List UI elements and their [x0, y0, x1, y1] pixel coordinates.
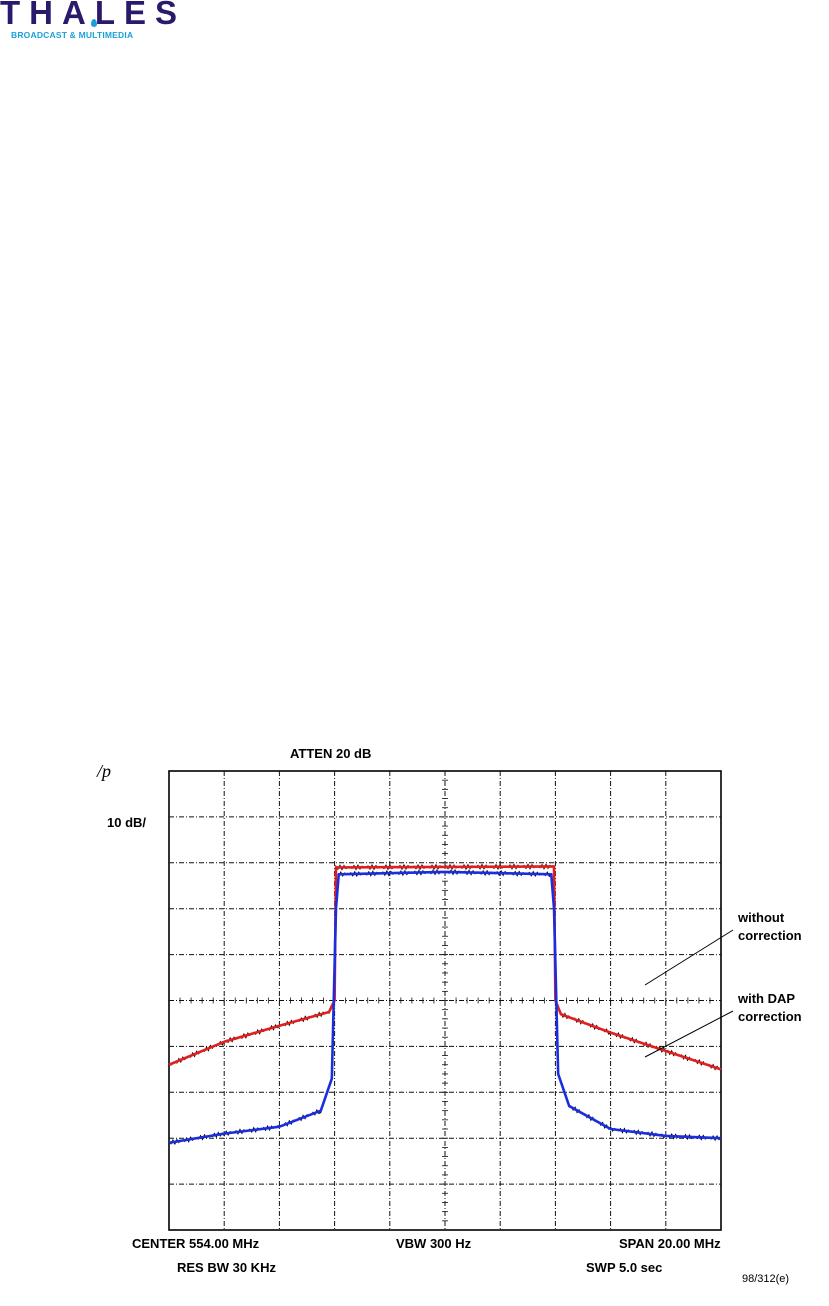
annotation-label: with DAP [737, 991, 795, 1006]
annotation-arrow [644, 929, 734, 986]
plot-grid [168, 770, 722, 1231]
trace-with-dap-correction [168, 870, 722, 1145]
logo-drop-icon [91, 19, 97, 27]
annotation-arrow [644, 1010, 734, 1058]
instrument-logo: /p [96, 761, 111, 781]
annotation-label: correction [738, 1009, 802, 1024]
res-bw-label: RES BW 30 KHz [177, 1260, 276, 1275]
figure-ref: 98/312(e) [742, 1273, 789, 1285]
logo-wordmark: THALES [0, 0, 186, 31]
center-label: CENTER 554.00 MHz [132, 1236, 260, 1251]
annotation-label: correction [738, 928, 802, 943]
swp-label: SWP 5.0 sec [586, 1260, 662, 1275]
scale-label: 10 dB/ [107, 815, 146, 830]
plot-annotations: without correction with DAP correction [644, 910, 802, 1058]
annotation-label: without [737, 910, 785, 925]
span-label: SPAN 20.00 MHz [619, 1236, 721, 1251]
plot-series [168, 863, 722, 1146]
atten-label: ATTEN 20 dB [290, 746, 371, 761]
trace-without-correction [168, 865, 722, 1071]
logo-subtitle: BROADCAST & MULTIMEDIA [11, 30, 134, 40]
thales-logo: THALES BROADCAST & MULTIMEDIA [0, 0, 230, 45]
vbw-label: VBW 300 Hz [396, 1236, 472, 1251]
